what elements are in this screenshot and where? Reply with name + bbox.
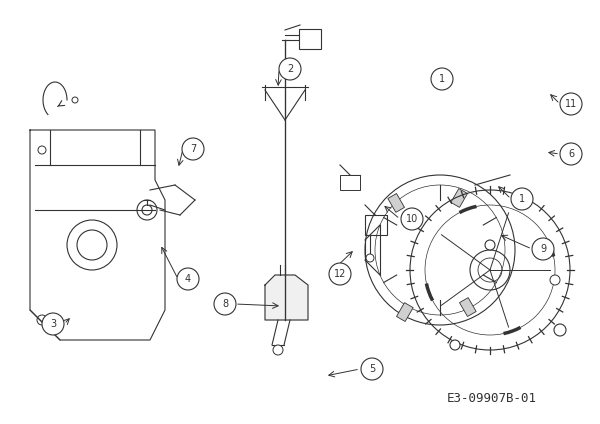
- Text: 5: 5: [369, 364, 375, 374]
- Circle shape: [485, 240, 495, 250]
- Bar: [365, 215, 387, 235]
- Polygon shape: [265, 275, 308, 320]
- Circle shape: [431, 68, 453, 90]
- Circle shape: [532, 238, 554, 260]
- Circle shape: [214, 293, 236, 315]
- Text: 8: 8: [222, 299, 228, 309]
- Bar: [340, 175, 360, 190]
- Text: 1: 1: [439, 74, 445, 84]
- Circle shape: [560, 93, 582, 115]
- Bar: [388, 193, 404, 212]
- Circle shape: [366, 254, 374, 262]
- Text: 6: 6: [568, 149, 574, 159]
- Circle shape: [554, 324, 566, 336]
- Circle shape: [560, 143, 582, 165]
- Circle shape: [361, 358, 383, 380]
- Circle shape: [72, 97, 78, 103]
- Circle shape: [42, 313, 64, 335]
- Text: 7: 7: [190, 144, 196, 154]
- Bar: [460, 298, 476, 316]
- FancyBboxPatch shape: [299, 29, 321, 49]
- Circle shape: [511, 188, 533, 210]
- Text: 1: 1: [519, 194, 525, 204]
- Text: 2: 2: [287, 64, 293, 74]
- Bar: [451, 189, 467, 207]
- Circle shape: [450, 340, 460, 350]
- Circle shape: [279, 58, 301, 80]
- Circle shape: [329, 263, 351, 285]
- Text: E3-09907B-01: E3-09907B-01: [447, 392, 537, 405]
- Circle shape: [273, 345, 283, 355]
- Circle shape: [182, 138, 204, 160]
- Circle shape: [177, 268, 199, 290]
- Text: 9: 9: [540, 244, 546, 254]
- Text: 12: 12: [334, 269, 346, 279]
- Text: 3: 3: [50, 319, 56, 329]
- Text: 4: 4: [185, 274, 191, 284]
- Text: 10: 10: [406, 214, 418, 224]
- Text: 11: 11: [565, 99, 577, 109]
- Circle shape: [401, 208, 423, 230]
- Bar: [397, 303, 413, 321]
- Circle shape: [550, 275, 560, 285]
